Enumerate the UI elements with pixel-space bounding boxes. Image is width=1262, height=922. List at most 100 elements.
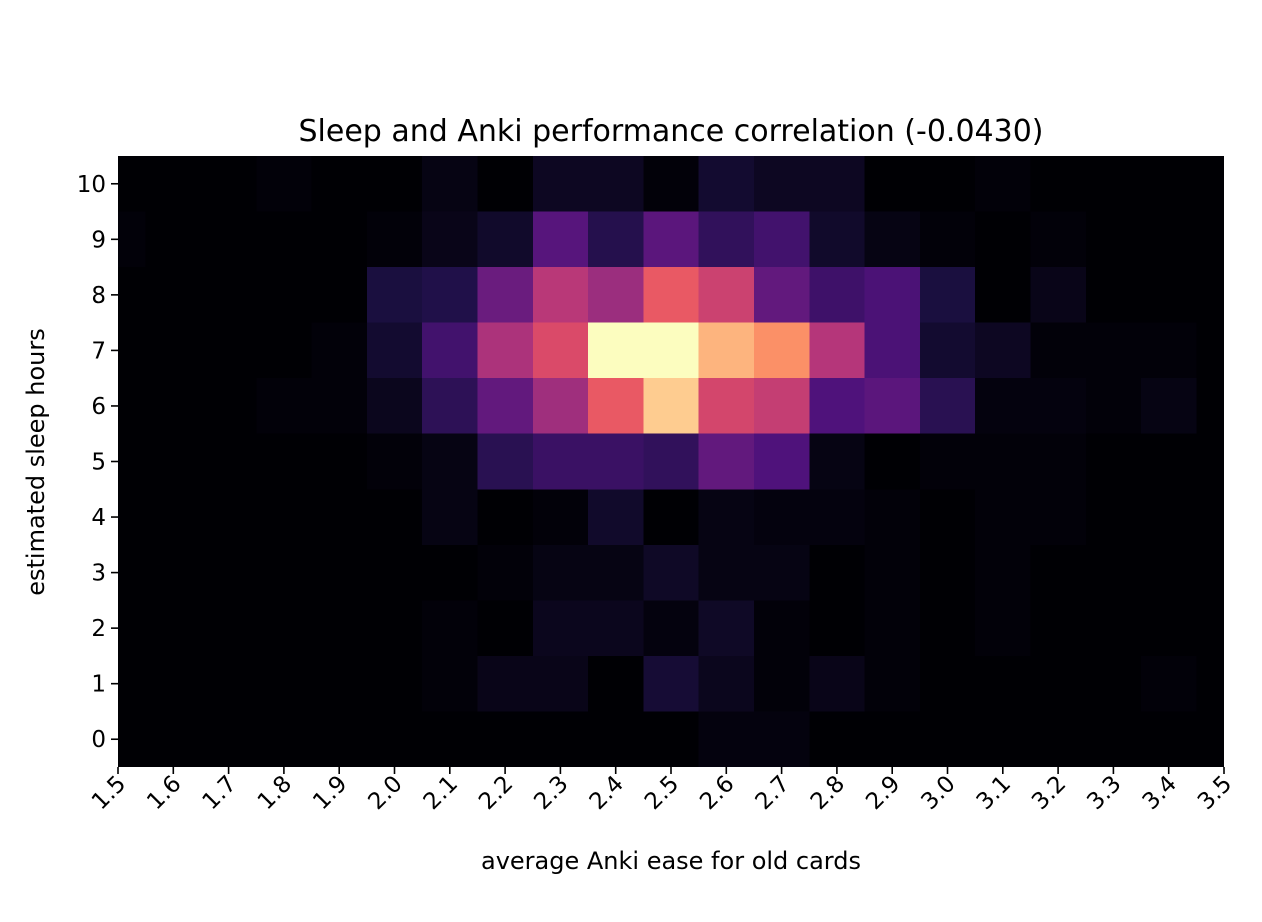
- heatmap-cell: [753, 433, 810, 490]
- x-tick-label: 1.6: [142, 771, 186, 815]
- x-tick-label: 3.2: [1027, 771, 1071, 815]
- x-tick-label: 2.9: [861, 771, 905, 815]
- heatmap-cell: [118, 211, 146, 268]
- heatmap-cell: [200, 322, 257, 379]
- heatmap-cell: [919, 156, 976, 212]
- heatmap-cell: [919, 544, 976, 601]
- heatmap-cell: [643, 211, 699, 268]
- heatmap-cell: [366, 489, 423, 545]
- heatmap-cell: [118, 267, 146, 323]
- y-tick-label: 10: [77, 172, 106, 198]
- heatmap-cell: [477, 211, 533, 268]
- x-axis-label: average Anki ease for old cards: [481, 847, 861, 875]
- heatmap-cell: [698, 267, 754, 323]
- heatmap-cell: [532, 156, 589, 212]
- heatmap-cell: [864, 211, 920, 268]
- heatmap-cell: [532, 433, 589, 490]
- heatmap-cell: [1085, 267, 1142, 323]
- heatmap-cell: [588, 378, 644, 434]
- heatmap-cell: [588, 211, 644, 268]
- heatmap-cell: [532, 711, 589, 767]
- heatmap-cell: [366, 544, 423, 601]
- heatmap-cell: [477, 156, 533, 212]
- heatmap-cell: [311, 322, 367, 379]
- heatmap-cell: [919, 600, 976, 656]
- heatmap-cell: [698, 711, 754, 767]
- heatmap-cell: [366, 211, 423, 268]
- heatmap-cell: [422, 711, 478, 767]
- heatmap-cell: [422, 322, 478, 379]
- heatmap-cell: [1030, 600, 1086, 656]
- heatmap-cell: [200, 544, 257, 601]
- heatmap-cell: [753, 156, 810, 212]
- heatmap-cell: [643, 322, 699, 379]
- heatmap-cell: [145, 433, 201, 490]
- heatmap-cell: [145, 544, 201, 601]
- y-tick-label: 6: [91, 394, 106, 420]
- heatmap-cell: [588, 322, 644, 379]
- y-axis-label: estimated sleep hours: [22, 328, 50, 596]
- heatmap-cell: [753, 322, 810, 379]
- heatmap-cell: [145, 489, 201, 545]
- heatmap-cell: [477, 378, 533, 434]
- heatmap-cell: [975, 544, 1031, 601]
- heatmap-cell: [1141, 211, 1197, 268]
- heatmap-cell: [864, 267, 920, 323]
- x-tick-label: 3.0: [916, 771, 960, 815]
- heatmap-cell: [422, 489, 478, 545]
- heatmap-cell: [1141, 544, 1197, 601]
- heatmap-cell: [1030, 711, 1086, 767]
- heatmap-cell: [753, 489, 810, 545]
- heatmap-cell: [1085, 433, 1142, 490]
- heatmap-cell: [532, 267, 589, 323]
- heatmap-cell: [753, 378, 810, 434]
- heatmap-cell: [311, 156, 367, 212]
- heatmap-cell: [809, 267, 865, 323]
- heatmap-cell: [864, 489, 920, 545]
- heatmap-cell: [532, 322, 589, 379]
- heatmap-cell: [532, 378, 589, 434]
- heatmap-cell: [311, 489, 367, 545]
- heatmap-cell: [256, 211, 312, 268]
- heatmap-cell: [809, 544, 865, 601]
- heatmap-cell: [256, 489, 312, 545]
- heatmap-cell: [477, 489, 533, 545]
- heatmap-cell: [919, 489, 976, 545]
- heatmap-cell: [698, 433, 754, 490]
- y-tick-label: 1: [91, 672, 106, 698]
- heatmap-cell: [1085, 544, 1142, 601]
- heatmap-cell: [975, 156, 1031, 212]
- heatmap-cell: [1141, 156, 1197, 212]
- x-tick-label: 2.8: [806, 771, 850, 815]
- heatmap-cell: [118, 711, 146, 767]
- heatmap-cell: [809, 433, 865, 490]
- heatmap-cell: [366, 322, 423, 379]
- heatmap-cell: [256, 600, 312, 656]
- heatmap-cell: [477, 322, 533, 379]
- heatmap-cell: [311, 378, 367, 434]
- heatmap-cell: [118, 378, 146, 434]
- heatmap-cell: [975, 600, 1031, 656]
- heatmap-cell: [588, 711, 644, 767]
- heatmap-cell: [753, 267, 810, 323]
- y-tick-label: 0: [91, 727, 106, 753]
- heatmap-cell: [366, 655, 423, 712]
- heatmap-cell: [975, 655, 1031, 712]
- heatmap-cell: [1141, 433, 1197, 490]
- heatmap-cell: [477, 433, 533, 490]
- heatmap-cell: [256, 267, 312, 323]
- heatmap-cell: [118, 433, 146, 490]
- heatmap-cell: [256, 711, 312, 767]
- heatmap-cell: [753, 211, 810, 268]
- heatmap-cell: [200, 433, 257, 490]
- x-tick-label: 3.1: [972, 771, 1016, 815]
- heatmap-cell: [145, 322, 201, 379]
- heatmap-cell: [200, 600, 257, 656]
- heatmap-cell: [118, 322, 146, 379]
- heatmap-cell: [1141, 267, 1197, 323]
- heatmap-cell: [532, 489, 589, 545]
- heatmap-cell: [698, 156, 754, 212]
- heatmap-cell: [1141, 600, 1197, 656]
- y-tick-label: 8: [91, 283, 106, 309]
- heatmap-cell: [1030, 267, 1086, 323]
